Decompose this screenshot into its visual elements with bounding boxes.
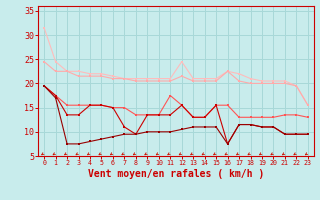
X-axis label: Vent moyen/en rafales ( km/h ): Vent moyen/en rafales ( km/h ) (88, 169, 264, 179)
